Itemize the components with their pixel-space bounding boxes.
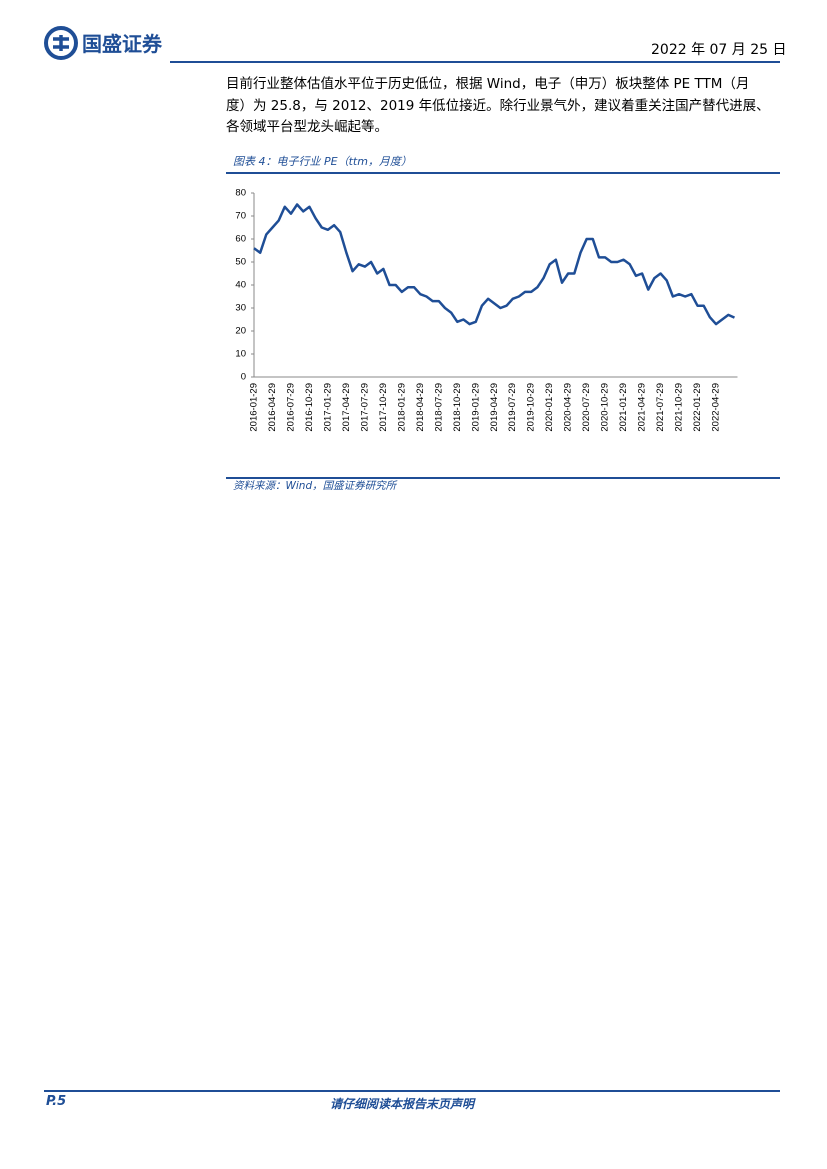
- x-tick-label: 2017-01-29: [322, 383, 333, 432]
- y-tick-label: 70: [235, 211, 246, 222]
- x-tick-label: 2017-07-29: [359, 383, 370, 432]
- x-tick-label: 2020-10-29: [600, 383, 611, 432]
- x-tick-label: 2021-01-29: [618, 383, 629, 432]
- x-tick-label: 2020-07-29: [581, 383, 592, 432]
- y-tick-label: 0: [241, 372, 246, 383]
- x-tick-label: 2018-10-29: [452, 383, 463, 432]
- footer-rule: [44, 1090, 780, 1092]
- x-tick-label: 2020-01-29: [544, 383, 555, 432]
- x-tick-label: 2017-10-29: [378, 383, 389, 432]
- header-rule: [170, 61, 780, 63]
- logo-icon: [44, 26, 78, 60]
- x-tick-label: 2017-04-29: [341, 383, 352, 432]
- x-tick-label: 2016-04-29: [267, 383, 278, 432]
- pe-line: [253, 203, 735, 326]
- x-tick-label: 2018-04-29: [415, 383, 426, 432]
- y-tick-label: 40: [235, 280, 246, 291]
- y-tick-label: 60: [235, 234, 246, 245]
- x-tick-label: 2016-01-29: [249, 383, 260, 432]
- x-tick-label: 2021-07-29: [655, 383, 666, 432]
- y-tick-label: 30: [235, 303, 246, 314]
- paragraph-line: 目前行业整体估值水平位于历史低位，根据 Wind，电子（申万）板块整体 PE T…: [226, 76, 750, 92]
- x-tick-label: 2019-10-29: [526, 383, 537, 432]
- source-rule: [226, 477, 780, 479]
- x-tick-label: 2022-01-29: [692, 383, 703, 432]
- y-tick-label: 10: [235, 349, 246, 360]
- chart-title-rule: [226, 172, 780, 174]
- y-tick-label: 80: [235, 188, 246, 199]
- x-tick-label: 2020-04-29: [563, 383, 574, 432]
- chart: 0 10 20 30 40 50 60 70 80 2016-01-29 2016-04-29 201…: [235, 188, 738, 432]
- paragraph-line: 度）为 25.8，与 2012、2019 年低位接近。除行业景气外，建议着重关注…: [226, 98, 770, 114]
- footer-notice: 请仔细阅读本报告末页声明: [330, 1097, 475, 1111]
- x-tick-label: 2019-01-29: [470, 383, 481, 432]
- x-tick-label: 2021-04-29: [637, 383, 648, 432]
- x-tick-label: 2019-07-29: [507, 383, 518, 432]
- paragraph-line: 各领域平台型龙头崛起等。: [226, 119, 388, 135]
- y-tick-label: 50: [235, 257, 246, 268]
- x-tick-label: 2016-07-29: [285, 383, 296, 432]
- page-number: P.5: [46, 1094, 67, 1109]
- chart-title: 图表 4：电子行业 PE（ttm，月度）: [233, 155, 412, 168]
- logo-text: 国盛证券: [82, 32, 162, 56]
- x-tick-label: 2022-04-29: [711, 383, 722, 432]
- x-tick-label: 2021-10-29: [674, 383, 685, 432]
- x-tick-label: 2018-01-29: [396, 383, 407, 432]
- y-tick-label: 20: [235, 326, 246, 337]
- date: 2022 年 07 月 25 日: [651, 42, 787, 58]
- source: 资料来源：Wind，国盛证券研究所: [233, 480, 397, 492]
- x-tick-label: 2016-10-29: [304, 383, 315, 432]
- x-tick-label: 2018-07-29: [433, 383, 444, 432]
- x-tick-label: 2019-04-29: [489, 383, 500, 432]
